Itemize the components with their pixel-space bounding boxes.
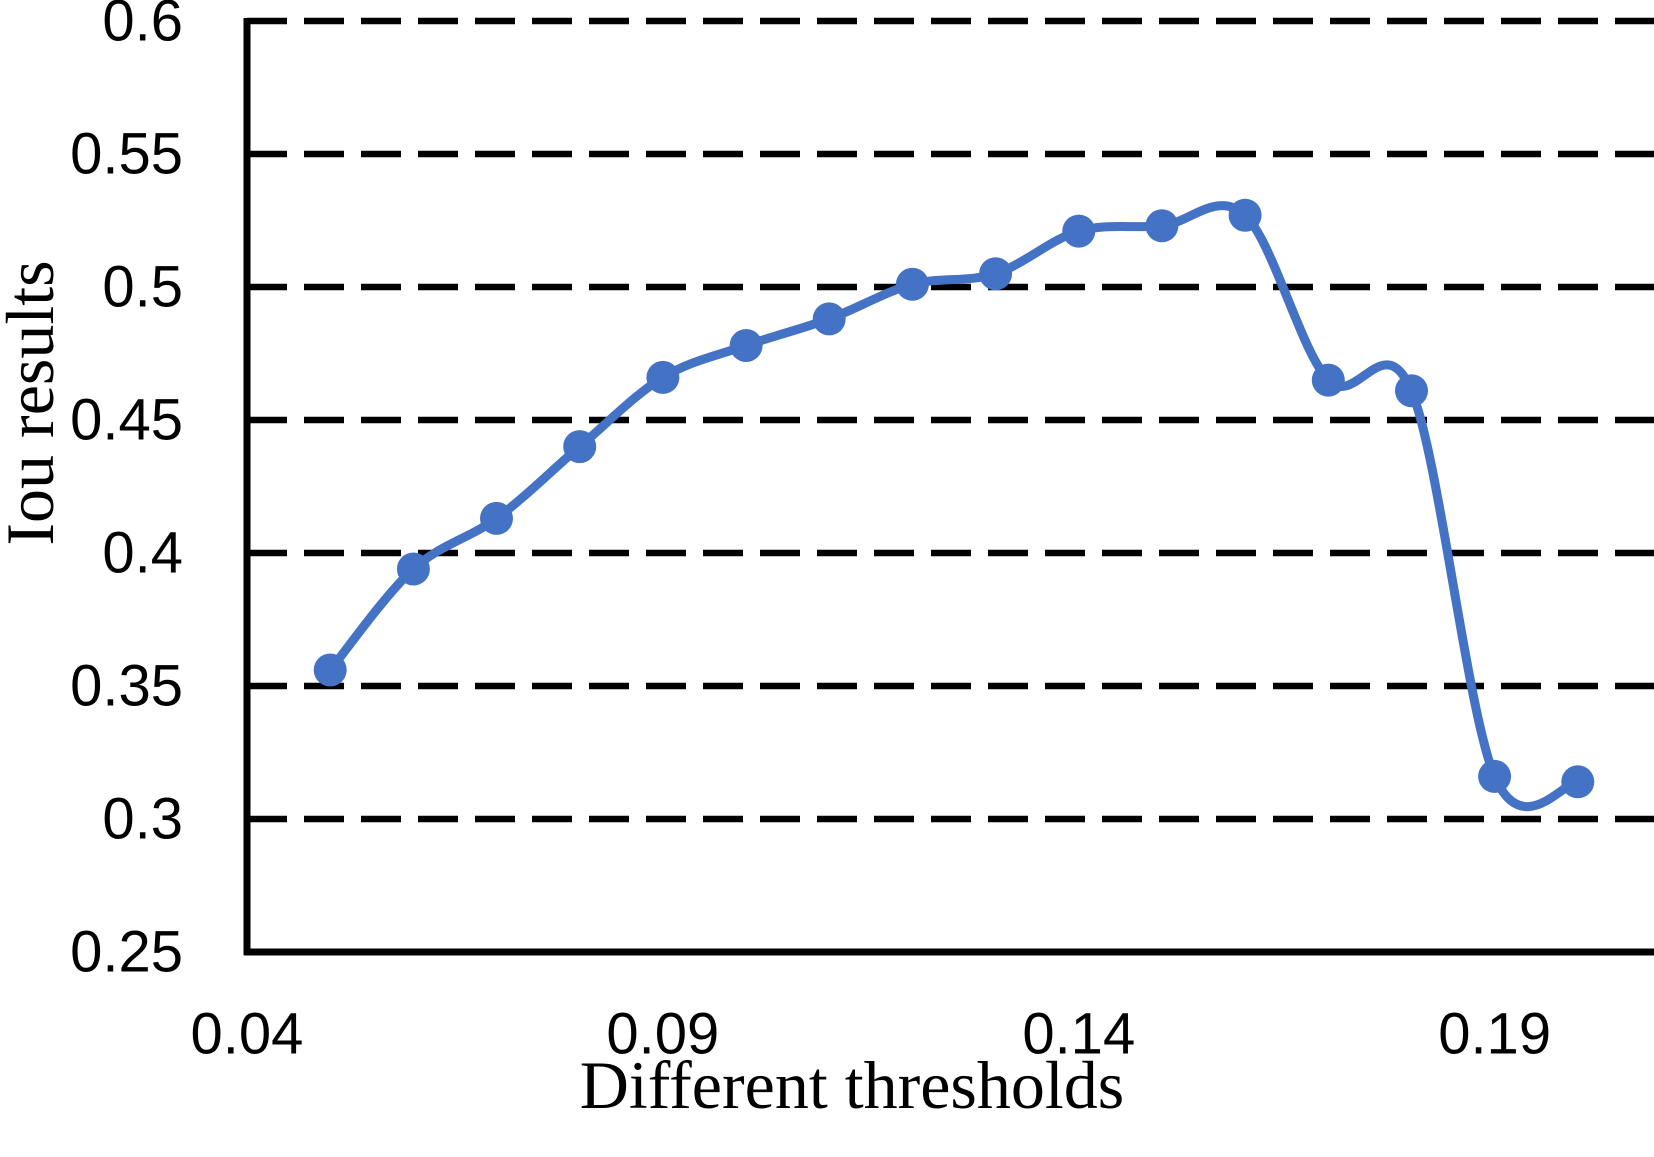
data-series-layer	[313, 198, 1595, 811]
data-point-marker	[563, 430, 597, 464]
data-point-marker	[1395, 374, 1428, 408]
y-axis-title: Iou results	[0, 260, 68, 545]
x-tick-label: 0.14	[1022, 1002, 1135, 1067]
y-tick-label: 0.5	[102, 255, 183, 320]
data-point-marker	[729, 329, 763, 362]
data-point-marker	[1228, 198, 1262, 232]
x-tick-labels: 0.04 0.09 0.14 0.19	[191, 1002, 1552, 1067]
x-tick-label: 0.19	[1438, 1002, 1551, 1067]
x-tick-label: 0.09	[606, 1002, 719, 1067]
data-point-marker	[1311, 363, 1345, 397]
y-tick-label: 0.45	[70, 388, 183, 453]
data-point-marker	[480, 501, 513, 535]
series-line	[325, 201, 1583, 811]
data-point-marker	[1561, 765, 1595, 799]
data-point-marker	[1145, 209, 1179, 243]
x-axis-title: Different thresholds	[580, 1047, 1125, 1123]
data-point-marker	[313, 653, 347, 687]
data-point-marker	[979, 257, 1013, 291]
data-point-marker	[1062, 214, 1096, 248]
data-point-marker	[895, 267, 929, 301]
gridlines-layer	[247, 17, 1654, 823]
axes-layer	[243, 18, 1654, 956]
y-tick-label: 0.3	[102, 787, 183, 852]
y-tick-label: 0.25	[70, 920, 183, 985]
x-tick-label: 0.04	[191, 1002, 304, 1067]
data-point-marker	[812, 302, 846, 336]
data-point-marker	[646, 360, 680, 394]
data-point-marker	[396, 552, 430, 586]
y-tick-label: 0.55	[70, 122, 183, 187]
y-tick-label: 0.6	[102, 0, 183, 54]
y-tick-label: 0.4	[102, 521, 183, 586]
y-tick-label: 0.35	[70, 654, 183, 719]
data-point-marker	[1478, 759, 1512, 793]
y-tick-labels: 0.25 0.3 0.35 0.4 0.45 0.5 0.55 0.6	[70, 0, 183, 985]
